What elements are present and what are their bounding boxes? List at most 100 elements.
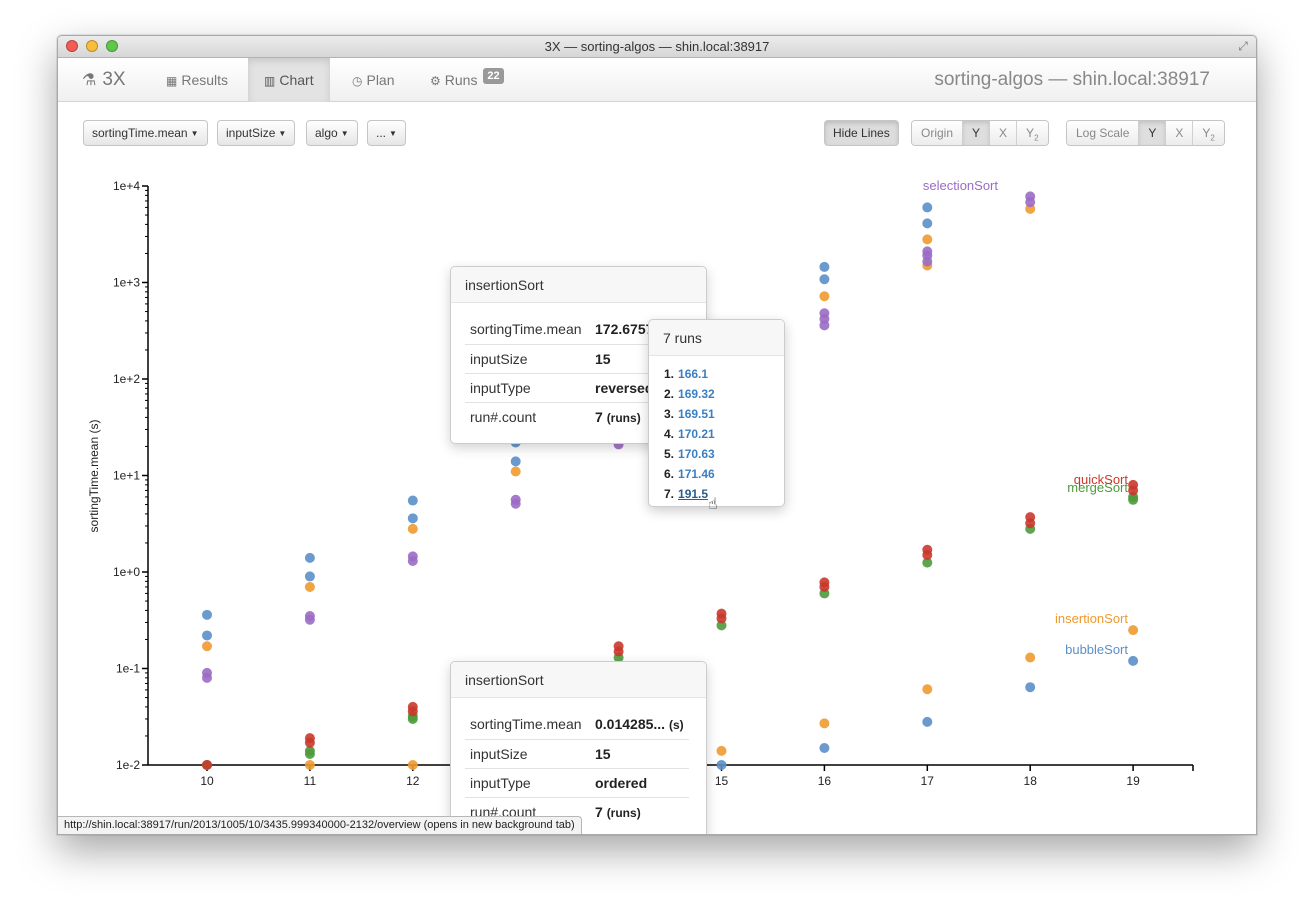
zoom-window-button[interactable]	[106, 40, 118, 52]
table-row: run#.count 7 (runs)	[465, 797, 689, 826]
runs-list: 1. 166.1 2. 169.32 3. 169.51 4. 170.21 5. 170…	[664, 364, 784, 504]
log-scale-x-toggle[interactable]: X	[1165, 121, 1193, 145]
data-point	[819, 274, 830, 285]
scatter-chart[interactable]: 1e-2 1e-1 1e+0 1e+1 1e+2 1e+3 1e+4 10 11 12 15 16 17…	[58, 36, 1257, 835]
origin-y-toggle[interactable]: Y	[962, 121, 990, 145]
tab-runs[interactable]: ⚙ Runs 22	[414, 58, 520, 102]
log-scale-y2-label: Y	[1202, 126, 1211, 140]
log-scale-y-toggle[interactable]: Y	[1138, 121, 1166, 145]
run-link[interactable]: 169.32	[678, 387, 715, 401]
caret-down-icon: ▼	[389, 129, 397, 138]
log-scale-y2-toggle[interactable]: Y2	[1192, 121, 1224, 145]
origin-y2-toggle[interactable]: Y2	[1016, 121, 1048, 145]
list-item: 7. 191.5	[664, 484, 784, 504]
origin-label: Origin	[912, 121, 963, 145]
caret-down-icon: ▼	[340, 129, 349, 138]
data-point	[304, 581, 315, 592]
bar-chart-icon: ▥	[264, 74, 276, 88]
list-item: 2. 169.32	[664, 384, 784, 404]
data-point	[922, 557, 933, 568]
tooltip-key: run#.count	[470, 408, 537, 425]
tab-runs-label: Runs	[444, 72, 478, 88]
data-point	[407, 513, 418, 524]
fullscreen-icon[interactable]: ⤢	[1238, 39, 1248, 53]
log-scale-y2-subscript: 2	[1210, 133, 1215, 143]
table-row: inputSize 15	[465, 739, 689, 769]
data-point	[510, 456, 521, 467]
data-point	[202, 609, 212, 620]
tooltip-key: inputType	[465, 768, 590, 798]
brand-link[interactable]: ⚗ 3X	[82, 58, 126, 102]
more-fields-dropdown[interactable]: ... ▼	[367, 120, 406, 146]
tab-chart[interactable]: ▥ Chart	[248, 58, 330, 102]
tooltip-value-cell[interactable]: 7 (runs)	[590, 797, 689, 826]
x-axis-field-label: inputSize	[226, 126, 276, 140]
list-item: 1. 166.1	[664, 364, 784, 384]
tooltip-value: 7	[595, 408, 603, 425]
tooltip-key: inputSize	[465, 344, 590, 374]
series-label: selectionSort	[923, 178, 999, 193]
run-link[interactable]: 171.46	[678, 467, 715, 481]
run-link[interactable]: 166.1	[678, 367, 709, 381]
x-tick-label: 10	[200, 774, 214, 788]
title-bar: 3X — sorting-algos — shin.local:38917 ⤢	[58, 36, 1256, 58]
run-link[interactable]: 170.63	[678, 447, 715, 461]
y-tick-label: 1e+2	[113, 372, 140, 386]
run-link[interactable]: 169.51	[678, 407, 715, 421]
series-field-label: algo	[315, 126, 338, 140]
x-tick-label: 19	[1126, 774, 1140, 788]
tab-plan-label: Plan	[366, 72, 395, 88]
run-number: 4.	[664, 427, 675, 441]
flask-icon: ⚗	[82, 72, 97, 89]
x-tick-label: 17	[921, 774, 935, 788]
data-point	[407, 556, 418, 567]
run-number: 2.	[664, 387, 675, 401]
data-point	[922, 256, 933, 267]
runs-count-badge: 22	[483, 68, 504, 84]
run-link[interactable]: 191.5	[678, 487, 709, 501]
hide-lines-button[interactable]: Hide Lines	[824, 120, 899, 146]
data-point	[922, 716, 933, 727]
x-axis-field-dropdown[interactable]: inputSize ▼	[217, 120, 296, 146]
data-point	[1025, 652, 1036, 663]
data-point	[304, 552, 315, 563]
tooltip-key: inputSize	[465, 739, 590, 769]
brand-label: 3X	[102, 69, 126, 90]
data-point	[407, 523, 418, 534]
data-point	[819, 320, 830, 331]
minimize-window-button[interactable]	[86, 40, 98, 52]
log-scale-button-group: Log Scale Y X Y2	[1066, 120, 1225, 146]
window-title: 3X — sorting-algos — shin.local:38917	[544, 39, 770, 54]
y-tick-label: 1e+4	[113, 179, 140, 193]
caret-down-icon: ▼	[278, 129, 287, 138]
y-tick-label: 1e-1	[116, 662, 140, 676]
tab-results[interactable]: ▦ Results	[150, 58, 244, 102]
tab-results-label: Results	[181, 72, 229, 88]
tooltip-value-cell[interactable]: 7 (runs)	[590, 402, 687, 431]
tooltip-value: ordered	[590, 768, 689, 798]
origin-x-toggle[interactable]: X	[989, 121, 1017, 145]
data-point	[304, 614, 315, 625]
tooltip-ordered: insertionSort sortingTime.mean 0.014285..…	[450, 661, 707, 834]
tooltip-value-cell: 0.014285... (s)	[590, 710, 689, 740]
y-axis-title: sortingTime.mean (s)	[87, 420, 101, 533]
y-axis-field-dropdown[interactable]: sortingTime.mean ▼	[83, 120, 208, 146]
tooltip-value: 0.014285...	[595, 716, 666, 733]
close-window-button[interactable]	[66, 40, 78, 52]
run-number: 6.	[664, 467, 675, 481]
clock-icon: ◷	[352, 74, 363, 88]
list-item: 4. 170.21	[664, 424, 784, 444]
caret-down-icon: ▼	[190, 129, 199, 138]
series-label: bubbleSort	[1065, 642, 1128, 657]
tooltip-table: sortingTime.mean 0.014285... (s) inputSiz…	[465, 710, 689, 826]
run-link[interactable]: 170.21	[678, 427, 715, 441]
tooltip-value: 15	[590, 739, 689, 769]
gears-icon: ⚙	[430, 74, 441, 88]
data-point	[510, 466, 521, 477]
series-field-dropdown[interactable]: algo ▼	[306, 120, 358, 146]
tooltip-unit: (s)	[668, 718, 684, 733]
list-item: 3. 169.51	[664, 404, 784, 424]
data-point	[922, 684, 933, 695]
tab-plan[interactable]: ◷ Plan	[336, 58, 411, 102]
data-point	[202, 672, 212, 683]
